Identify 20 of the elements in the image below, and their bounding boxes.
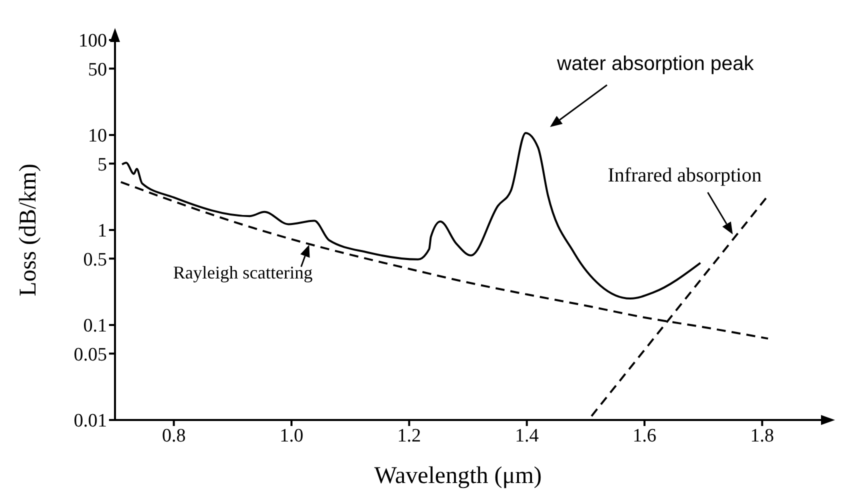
x-tick-label: 1.0 <box>280 425 304 446</box>
y-tick-label: 0.1 <box>83 316 107 337</box>
y-tick-label: 0.5 <box>83 249 107 270</box>
x-tick-label: 1.6 <box>632 425 656 446</box>
x-tick-label: 1.8 <box>750 425 774 446</box>
y-axis-title: Loss (dB/km) <box>16 164 42 296</box>
y-tick-label: 1 <box>98 220 107 242</box>
y-tick-label: 5 <box>98 154 107 176</box>
y-tick-label: 0.05 <box>74 344 107 366</box>
x-tick-label: 0.8 <box>162 425 186 446</box>
annotation: water absorption peak <box>556 53 755 75</box>
x-tick-label: 1.2 <box>397 425 422 446</box>
x-axis-title: Wavelength (μm) <box>374 463 542 489</box>
y-tick-label: 100 <box>78 30 107 52</box>
x-tick-label: 1.4 <box>514 425 540 446</box>
annotation: Infrared absorption <box>608 164 762 186</box>
annotation: Rayleigh scattering <box>173 262 313 283</box>
y-tick-label: 0.01 <box>74 410 107 432</box>
y-tick-label: 10 <box>88 126 107 147</box>
y-tick-label: 50 <box>88 59 107 80</box>
